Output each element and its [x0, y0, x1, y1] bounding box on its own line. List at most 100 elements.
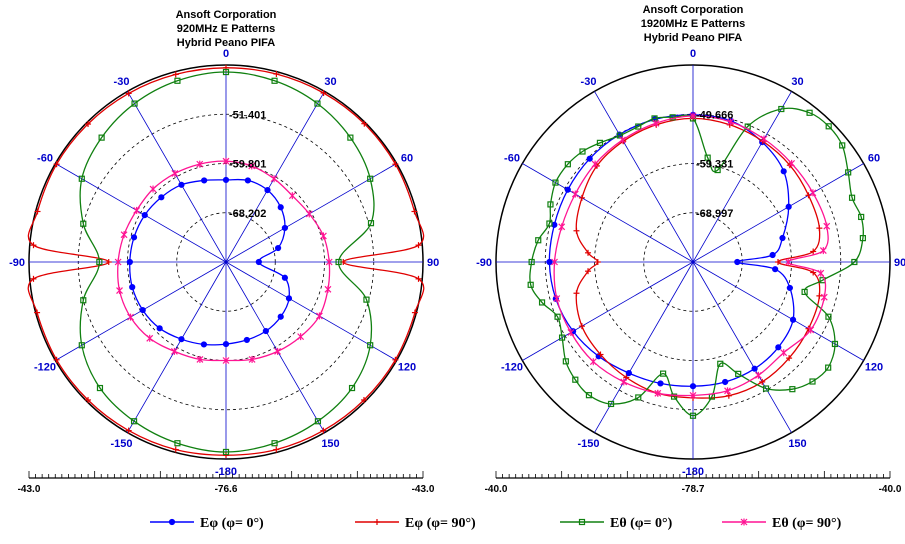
- data-point-e_theta_90: [652, 119, 660, 127]
- data-point-e_theta_0: [579, 148, 586, 155]
- data-point-e_theta_90: [589, 358, 597, 366]
- scale-bar: -40.0 -78.7 -40.0: [485, 471, 902, 495]
- data-point-e_phi_90: [320, 90, 327, 97]
- data-point-e_theta_0: [367, 342, 374, 349]
- data-point-e_theta_0: [585, 392, 593, 399]
- data-point-e_phi_90: [411, 208, 418, 215]
- data-point-e_theta_0: [367, 175, 374, 182]
- data-point-e_phi_0: [772, 266, 779, 273]
- data-point-e_phi_90: [273, 446, 280, 453]
- radial-label: -59.331: [696, 159, 733, 171]
- data-point-e_phi_90: [273, 70, 280, 77]
- data-point-e_phi_0: [546, 258, 553, 266]
- data-point-e_theta_0: [222, 68, 230, 76]
- polar-grid: [495, 64, 891, 460]
- data-point-e_theta_0: [314, 100, 321, 107]
- data-point-e_theta_0: [564, 161, 571, 168]
- data-point-e_phi_0: [222, 340, 230, 348]
- data-point-e_theta_0: [558, 334, 566, 341]
- data-point-e_theta_90: [689, 391, 697, 399]
- legend-entry: Eφ (φ= 0°): [150, 516, 264, 531]
- data-point-e_theta_90: [727, 118, 734, 126]
- data-point-e_theta_90: [146, 334, 154, 342]
- data-point-e_theta_90: [170, 347, 178, 355]
- chart-title: Ansoft Corporation: [176, 9, 277, 21]
- radial-labels: -51.401 -59.801 -68.202: [229, 109, 266, 220]
- data-point-e_phi_0: [769, 251, 776, 259]
- data-point-e_phi_0: [786, 284, 793, 292]
- angle-label: -150: [577, 438, 599, 450]
- angle-label: -30: [114, 76, 130, 88]
- data-point-e_theta_90: [133, 206, 141, 214]
- data-point-e_phi_0: [734, 258, 741, 266]
- data-point-e_phi_0: [126, 258, 133, 266]
- data-point-e_theta_0: [735, 370, 742, 377]
- data-point-e_phi_0: [200, 341, 208, 348]
- polar-chart-920mhz: Ansoft Corporation 920MHz E Patterns Hyb…: [9, 9, 439, 495]
- data-point-e_phi_90: [105, 259, 112, 265]
- data-point-e_theta_90: [819, 247, 827, 255]
- data-point-e_theta_0: [689, 412, 697, 419]
- data-point-e_phi_0: [201, 177, 208, 184]
- data-point-e_theta_90: [305, 210, 313, 218]
- data-point-e_phi_90: [597, 351, 604, 358]
- data-point-e_theta_0: [806, 109, 813, 116]
- data-point-e_phi_0: [275, 244, 282, 252]
- data-point-e_theta_90: [319, 232, 327, 240]
- data-point-e_phi_90: [759, 138, 766, 145]
- data-point-e_phi_0: [775, 344, 782, 351]
- data-point-e_theta_90: [116, 287, 123, 295]
- data-point-e_theta_90: [324, 285, 332, 293]
- angle-label: -150: [110, 438, 132, 450]
- scale-label-right: -43.0: [412, 484, 435, 495]
- data-point-e_theta_0: [651, 115, 658, 122]
- data-point-e_theta_90: [553, 294, 561, 302]
- data-point-e_phi_0: [178, 181, 185, 188]
- legend-entry: Eφ (φ= 90°): [355, 516, 476, 531]
- data-point-e_theta_0: [851, 258, 858, 266]
- data-point-e_theta_90: [248, 162, 256, 170]
- angle-label: -30: [581, 76, 597, 88]
- data-point-e_phi_90: [34, 208, 41, 215]
- data-point-e_theta_0: [717, 360, 724, 367]
- data-point-e_theta_90: [222, 357, 230, 364]
- data-point-e_phi_90: [85, 121, 92, 128]
- data-point-e_theta_0: [789, 386, 796, 393]
- data-point-e_theta_90: [149, 185, 157, 193]
- data-point-e_phi_90: [172, 446, 179, 453]
- data-point-e_theta_0: [80, 297, 87, 304]
- data-point-e_phi_90: [725, 392, 732, 399]
- data-point-e_phi_90: [810, 248, 817, 255]
- data-point-e_phi_0: [255, 258, 262, 266]
- data-point-e_phi_0: [281, 274, 288, 281]
- data-point-e_phi_90: [125, 427, 132, 434]
- data-point-e_phi_90: [320, 427, 327, 434]
- data-point-e_phi_0: [178, 336, 185, 343]
- angle-label: 150: [321, 438, 339, 450]
- data-point-e_phi_90: [30, 242, 37, 249]
- polar-chart-1920mhz: Ansoft Corporation 1920MHz E Patterns Hy…: [476, 4, 905, 495]
- data-point-e_phi_0: [141, 211, 148, 219]
- grid-spoke: [225, 261, 397, 361]
- data-point-e_phi_90: [85, 396, 92, 403]
- scale-label-center: -76.6: [215, 484, 238, 495]
- data-point-e_theta_0: [535, 237, 542, 244]
- data-point-e_phi_90: [53, 356, 60, 363]
- data-point-e_phi_90: [415, 275, 422, 282]
- data-point-e_theta_90: [817, 269, 825, 277]
- angle-label: -120: [501, 362, 523, 374]
- data-point-e_phi_90: [411, 309, 418, 316]
- data-point-e_phi_0: [277, 204, 284, 211]
- data-point-e_theta_0: [801, 288, 808, 296]
- angle-label: 90: [427, 257, 439, 269]
- data-point-e_theta_90: [754, 371, 762, 379]
- data-point-e_phi_90: [585, 249, 592, 256]
- data-point-e_phi_90: [415, 242, 422, 249]
- data-point-e_theta_0: [271, 77, 278, 84]
- data-point-e_phi_90: [816, 292, 823, 299]
- data-point-e_phi_0: [751, 365, 758, 372]
- data-point-e_theta_90: [619, 136, 626, 144]
- data-point-e_theta_0: [635, 394, 642, 401]
- data-point-e_theta_0: [669, 114, 676, 121]
